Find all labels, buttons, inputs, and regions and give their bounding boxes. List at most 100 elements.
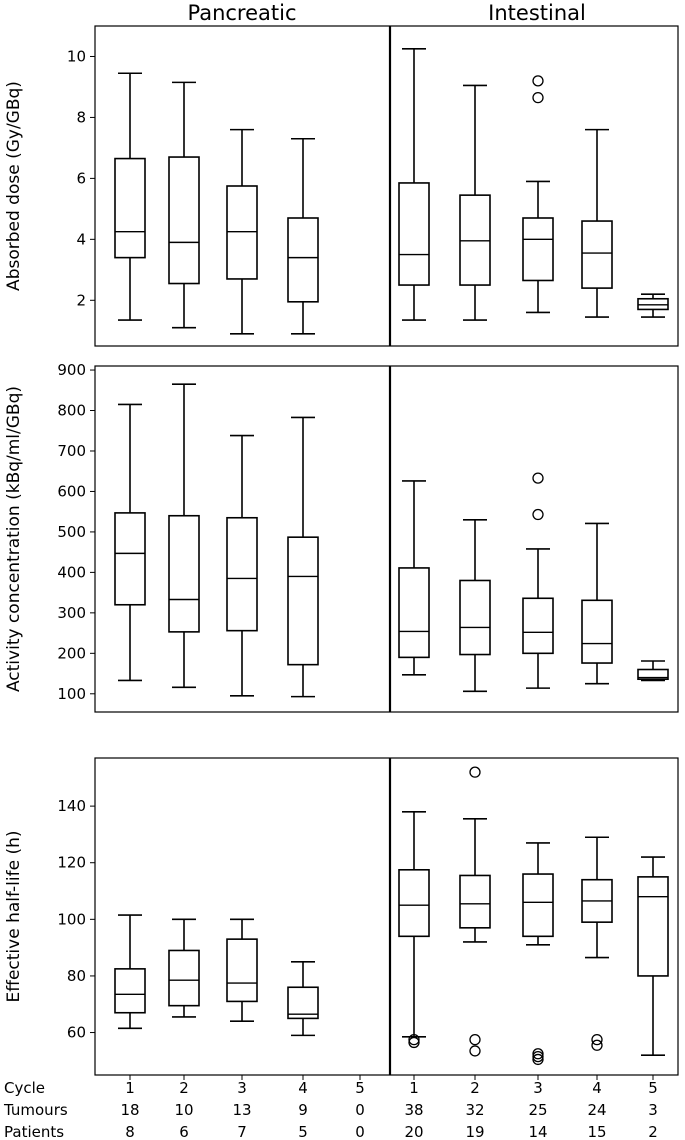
y-tick-label: 4: [76, 230, 86, 248]
box-pancreatic-cycle-1: [114, 403, 146, 682]
iqr-box: [114, 968, 146, 1014]
box-intestinal-cycle-4: [581, 836, 613, 1051]
outlier-point: [469, 1033, 481, 1046]
outlier-point: [532, 75, 544, 87]
iqr-box: [459, 194, 491, 286]
box-pancreatic-cycle-2: [168, 81, 200, 329]
box-intestinal-cycle-5: [637, 856, 669, 1056]
table-row-label-patients: Patients: [4, 1123, 64, 1140]
panel-3: 60 80 100 120 140 Effective half-life (h): [4, 757, 679, 1076]
table-cell: 3: [237, 1079, 247, 1097]
outlier-point: [469, 766, 481, 778]
iqr-box: [459, 874, 491, 929]
iqr-box: [168, 514, 200, 633]
iqr-box: [637, 668, 669, 681]
box-pancreatic-cycle-3: [226, 918, 258, 1023]
outlier-point: [408, 1036, 420, 1049]
table-cell: 7: [237, 1123, 247, 1140]
table-cell: 5: [355, 1079, 365, 1097]
box-pancreatic-cycle-1: [114, 72, 146, 321]
box-pancreatic-cycle-1: [114, 914, 146, 1030]
table-cell: 14: [528, 1123, 547, 1140]
outlier-point: [532, 1048, 544, 1060]
box-pancreatic-cycle-4: [287, 137, 319, 335]
table-cell: 1: [125, 1079, 135, 1097]
box-pancreatic-cycle-2: [168, 918, 200, 1018]
panel-2: 100 200 300 400 500 600 700 800 900 Activity conc…: [4, 361, 679, 713]
iqr-box: [287, 217, 319, 303]
table-cell: 2: [470, 1079, 480, 1097]
table-cell: 18: [120, 1101, 139, 1119]
iqr-box: [226, 938, 258, 1003]
y-tick-label: 300: [57, 604, 86, 622]
iqr-box: [168, 156, 200, 285]
box-pancreatic-cycle-4: [287, 416, 319, 698]
table-cell: 2: [648, 1123, 658, 1140]
y-tick-label: 2: [76, 291, 86, 309]
iqr-box: [226, 185, 258, 280]
iqr-box: [114, 157, 146, 259]
panel-frame: [94, 25, 679, 347]
iqr-box: [226, 516, 258, 632]
box-intestinal-cycle-2: [459, 84, 491, 321]
box-intestinal-cycle-1: [398, 48, 430, 321]
y-tick-label: 100: [57, 685, 86, 703]
table-cell: 5: [298, 1123, 308, 1140]
iqr-box: [581, 220, 613, 289]
panel-frame: [94, 365, 679, 713]
iqr-box: [287, 536, 319, 666]
table-row-label-cycle: Cycle: [4, 1079, 45, 1097]
y-tick-label: 140: [57, 797, 86, 815]
y-tick-label: 80: [67, 967, 86, 985]
iqr-box: [398, 868, 430, 938]
outlier-point: [591, 1033, 603, 1046]
iqr-box: [398, 567, 430, 659]
iqr-box: [522, 597, 554, 655]
box-pancreatic-cycle-4: [287, 960, 319, 1037]
box-intestinal-cycle-3: [522, 842, 554, 1066]
box-pancreatic-cycle-3: [226, 434, 258, 697]
iqr-box: [637, 297, 669, 311]
table-row-label-tumours: Tumours: [3, 1101, 68, 1119]
panel-1: 2 4 6 8 10 Absorbed dose (Gy/GBq): [4, 25, 679, 347]
box-intestinal-cycle-1: [398, 810, 430, 1049]
table-cell: 1: [409, 1079, 419, 1097]
table-cell: 3: [648, 1101, 658, 1119]
table-cell: 4: [592, 1079, 602, 1097]
column-title-pancreatic: Pancreatic: [187, 1, 296, 25]
iqr-box: [522, 873, 554, 938]
iqr-box: [581, 599, 613, 664]
iqr-box: [287, 986, 319, 1020]
outlier-point: [532, 472, 544, 484]
box-intestinal-cycle-3: [522, 472, 554, 689]
y-tick-label: 900: [57, 361, 86, 379]
iqr-box: [459, 579, 491, 656]
box-intestinal-cycle-1: [398, 480, 430, 676]
table-cell: 0: [355, 1101, 365, 1119]
box-intestinal-cycle-5: [637, 293, 669, 318]
outlier-point: [532, 508, 544, 521]
table-cell: 10: [174, 1101, 193, 1119]
y-tick-label: 60: [67, 1024, 86, 1042]
table-cell: 5: [648, 1079, 658, 1097]
table-cell: 4: [298, 1079, 308, 1097]
table-cell: 9: [298, 1101, 308, 1119]
box-intestinal-cycle-2: [459, 518, 491, 693]
table-cell: 38: [404, 1101, 423, 1119]
table-cell: 19: [465, 1123, 484, 1140]
table-cell: 0: [355, 1123, 365, 1140]
outlier-point: [532, 1050, 544, 1063]
table-cell: 25: [528, 1101, 547, 1119]
box-intestinal-cycle-4: [581, 128, 613, 318]
y-tick-label: 100: [57, 910, 86, 928]
box-intestinal-cycle-5: [637, 660, 669, 682]
y-tick-label: 200: [57, 644, 86, 662]
y-tick-label: 500: [57, 523, 86, 541]
iqr-box: [637, 876, 669, 977]
outlier-point: [408, 1033, 420, 1046]
outlier-point: [532, 91, 544, 104]
iqr-box: [168, 949, 200, 1007]
y-tick-label: 600: [57, 482, 86, 500]
